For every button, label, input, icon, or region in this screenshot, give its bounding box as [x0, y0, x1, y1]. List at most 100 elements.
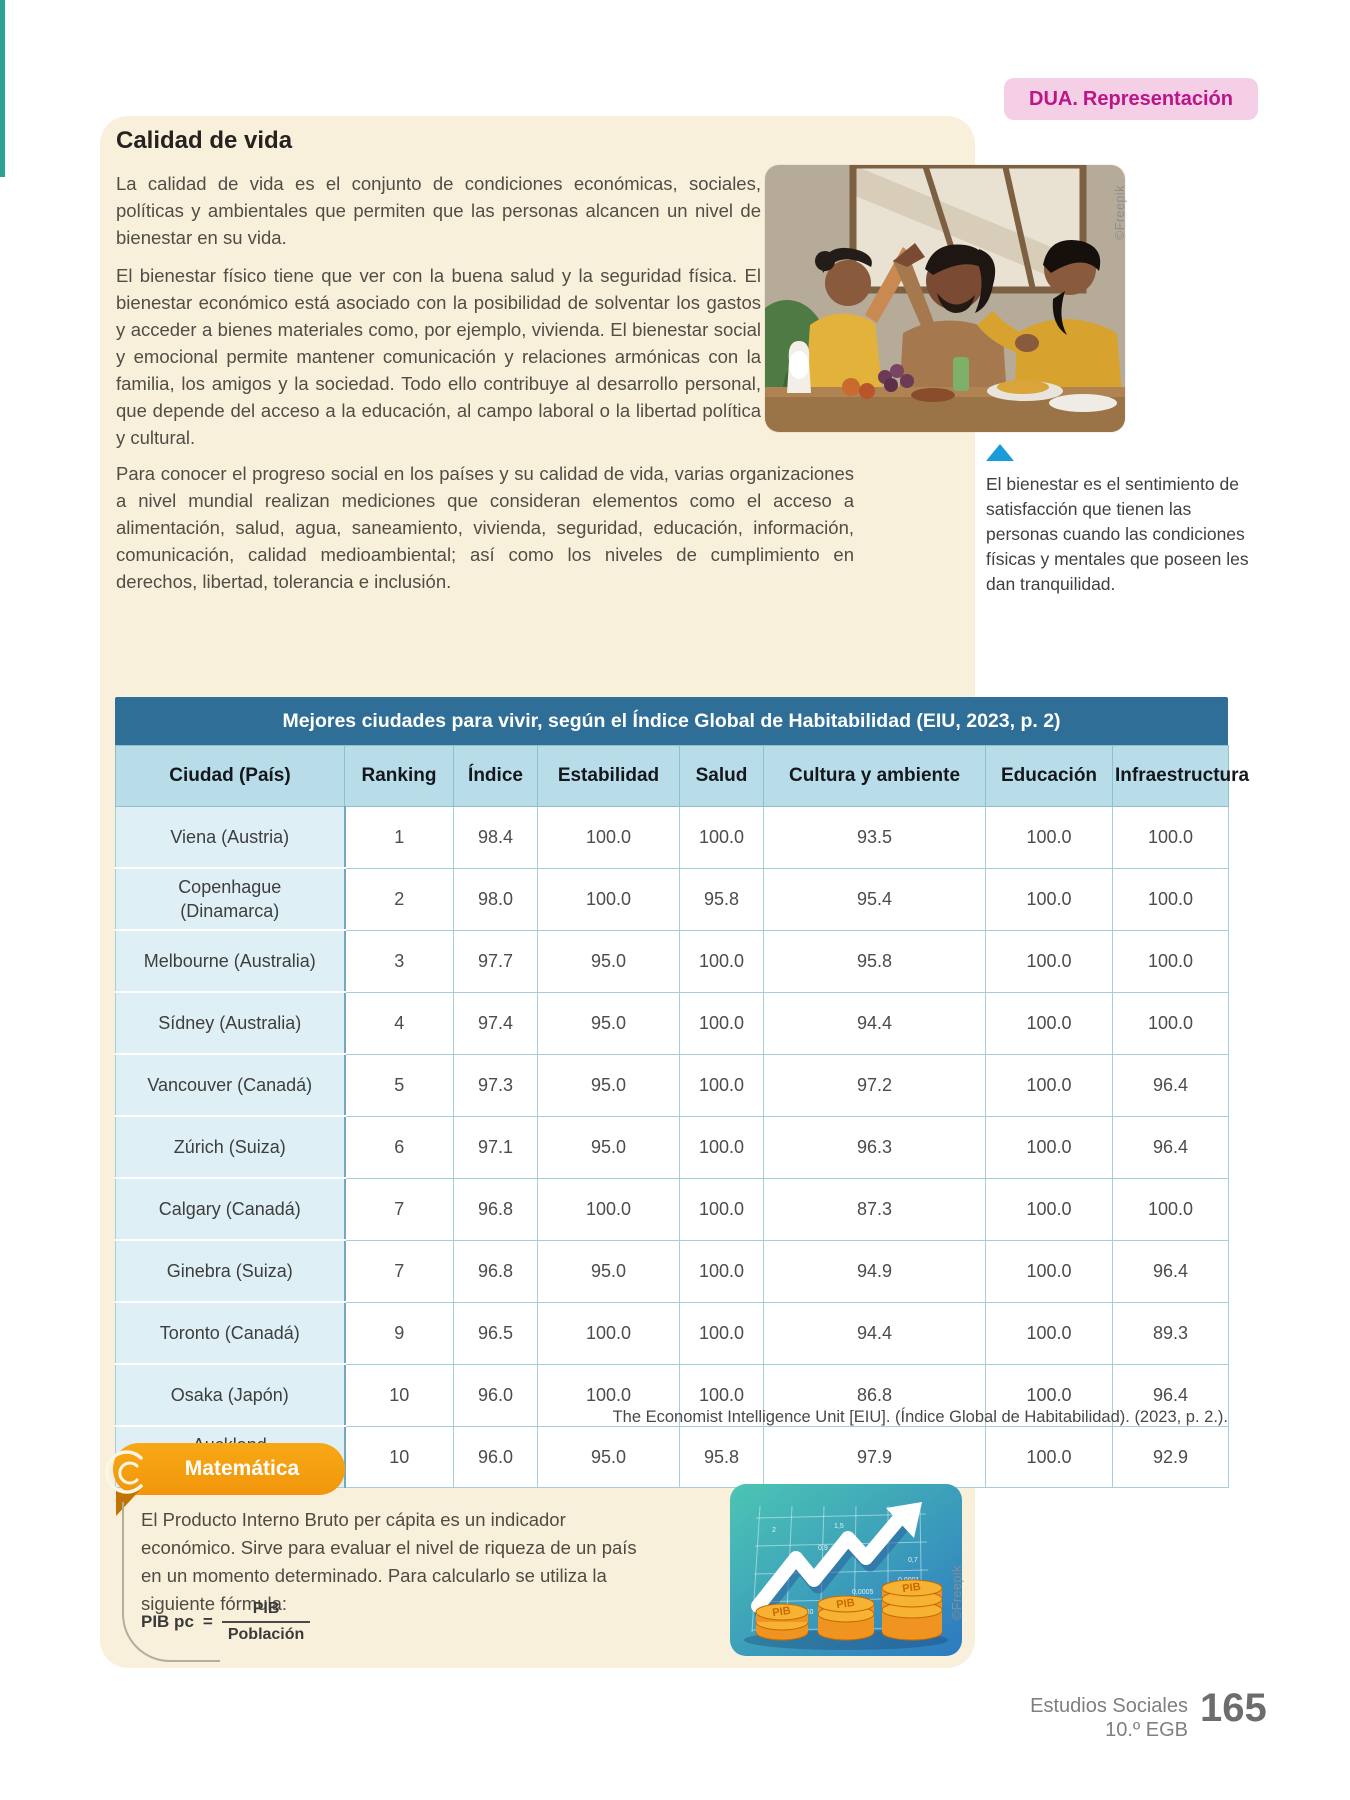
table-row: Sídney (Australia) 4 97.4 95.0 100.0 94.4 100.…	[115, 991, 1229, 1055]
value-cell: 10	[344, 1425, 454, 1488]
value-cell: 100.0	[1112, 867, 1229, 931]
livability-table: Mejores ciudades para vivir, según el Ín…	[115, 697, 1249, 1488]
value-cell: 94.4	[763, 991, 986, 1055]
value-cell: 100.0	[985, 1177, 1113, 1241]
value-cell: 100.0	[1112, 806, 1229, 869]
value-cell: 87.3	[763, 1177, 986, 1241]
grid-label: 1,5	[834, 1523, 844, 1530]
value-cell: 100.0	[679, 991, 764, 1055]
gdp-growth-illustration: 2 1,5 0,9 1 0,7 0,0001 0,0005 0,0280	[730, 1484, 962, 1656]
pib-formula: PIB pc = PIB Población	[141, 1600, 311, 1644]
value-cell: 100.0	[985, 1301, 1113, 1365]
value-cell: 96.8	[453, 1239, 538, 1303]
value-cell: 97.9	[763, 1425, 986, 1488]
value-cell: 100.0	[679, 1239, 764, 1303]
value-cell: 98.0	[453, 867, 538, 931]
value-cell: 7	[344, 1177, 454, 1241]
city-cell: Melbourne (Australia)	[115, 929, 346, 993]
page-edge-bar	[0, 0, 5, 177]
value-cell: 95.0	[537, 991, 680, 1055]
value-cell: 95.8	[679, 867, 764, 931]
value-cell: 96.5	[453, 1301, 538, 1365]
city-cell: Sídney (Australia)	[115, 991, 346, 1055]
paragraph: La calidad de vida es el conjunto de con…	[116, 173, 761, 248]
value-cell: 100.0	[679, 1053, 764, 1117]
value-cell: 100.0	[537, 867, 680, 931]
photo-caption: El bienestar es el sentimiento de satisf…	[986, 474, 1249, 594]
column-header: Índice	[453, 745, 538, 807]
value-cell: 100.0	[679, 929, 764, 993]
formula-numerator: PIB	[252, 1600, 280, 1617]
coin-label: PIB	[902, 1581, 922, 1595]
value-cell: 100.0	[985, 1115, 1113, 1179]
family-photo	[765, 165, 1125, 432]
value-cell: 89.3	[1112, 1301, 1229, 1365]
paragraph: Para conocer el progreso social en los p…	[116, 463, 854, 592]
value-cell: 94.9	[763, 1239, 986, 1303]
page-title: Calidad de vida	[116, 127, 293, 154]
value-cell: 100.0	[679, 1301, 764, 1365]
city-cell: Ginebra (Suiza)	[115, 1239, 346, 1303]
value-cell: 100.0	[537, 1301, 680, 1365]
table-row: Ginebra (Suiza) 7 96.8 95.0 100.0 94.9 100.0 96…	[115, 1239, 1229, 1303]
value-cell: 96.4	[1112, 1053, 1229, 1117]
table-row: Melbourne (Australia) 3 97.7 95.0 100.0 95.8 1…	[115, 929, 1229, 993]
value-cell: 94.4	[763, 1301, 986, 1365]
value-cell: 97.4	[453, 991, 538, 1055]
value-cell: 100.0	[985, 929, 1113, 993]
value-cell: 100.0	[985, 1363, 1113, 1427]
value-cell: 100.0	[537, 1363, 680, 1427]
value-cell: 100.0	[679, 1363, 764, 1427]
value-cell: 97.3	[453, 1053, 538, 1117]
table-row: Copenhague (Dinamarca) 2 98.0 100.0 95.8 95.4…	[115, 867, 1229, 931]
column-header: Salud	[679, 745, 764, 807]
value-cell: 97.2	[763, 1053, 986, 1117]
table-row: Calgary (Canadá) 7 96.8 100.0 100.0 87.3 100.0…	[115, 1177, 1229, 1241]
table-row: Viena (Austria) 1 98.4 100.0 100.0 93.5 100.0 1…	[115, 806, 1229, 869]
value-cell: 96.4	[1112, 1115, 1229, 1179]
value-cell: 100.0	[1112, 1177, 1229, 1241]
grid-label: 2	[772, 1527, 776, 1534]
c-swirl-icon	[97, 1444, 153, 1505]
dua-badge-prefix: DUA.	[1029, 87, 1078, 110]
value-cell: 100.0	[1112, 929, 1229, 993]
value-cell: 92.9	[1112, 1425, 1229, 1488]
table-source: The Economist Intelligence Unit [EIU]. (…	[612, 1408, 1228, 1426]
grid-label: 0,9	[818, 1545, 828, 1552]
value-cell: 96.3	[763, 1115, 986, 1179]
city-cell: Vancouver (Canadá)	[115, 1053, 346, 1117]
formula-equals: =	[202, 1612, 213, 1631]
formula-denominator: Población	[221, 1621, 311, 1644]
value-cell: 7	[344, 1239, 454, 1303]
footer-page-number: 165	[1200, 1686, 1267, 1730]
city-cell: Calgary (Canadá)	[115, 1177, 346, 1241]
value-cell: 4	[344, 991, 454, 1055]
value-cell: 95.0	[537, 1115, 680, 1179]
grid-label: 0,7	[908, 1557, 918, 1564]
grid-label: 0,0005	[852, 1589, 874, 1596]
caption-arrow-icon	[986, 444, 1014, 461]
value-cell: 96.8	[453, 1177, 538, 1241]
coin-label: PIB	[772, 1605, 792, 1619]
value-cell: 96.4	[1112, 1239, 1229, 1303]
value-cell: 100.0	[985, 806, 1113, 869]
value-cell: 95.0	[537, 1053, 680, 1117]
table-title: Mejores ciudades para vivir, según el Ín…	[115, 697, 1228, 745]
value-cell: 95.0	[537, 1425, 680, 1488]
value-cell: 9	[344, 1301, 454, 1365]
column-header: Ranking	[344, 745, 454, 807]
footer-grade: 10.º EGB	[1105, 1719, 1188, 1741]
column-header: Cultura y ambiente	[763, 745, 986, 807]
column-header: Infraestructura	[1112, 745, 1249, 807]
value-cell: 95.4	[763, 867, 986, 931]
coin-label: PIB	[836, 1597, 856, 1611]
value-cell: 10	[344, 1363, 454, 1427]
value-cell: 100.0	[985, 867, 1113, 931]
value-cell: 93.5	[763, 806, 986, 869]
table-row: Osaka (Japón) 10 96.0 100.0 100.0 86.8 100.0 96…	[115, 1363, 1229, 1427]
value-cell: 100.0	[985, 1239, 1113, 1303]
formula-fraction: PIB Población	[221, 1600, 311, 1644]
table-row: Zúrich (Suiza) 6 97.1 95.0 100.0 96.3 100.0 96.…	[115, 1115, 1229, 1179]
math-text: El Producto Interno Bruto per cápita es …	[141, 1509, 637, 1614]
table-row: Toronto (Canadá) 9 96.5 100.0 100.0 94.4 100.0…	[115, 1301, 1229, 1365]
